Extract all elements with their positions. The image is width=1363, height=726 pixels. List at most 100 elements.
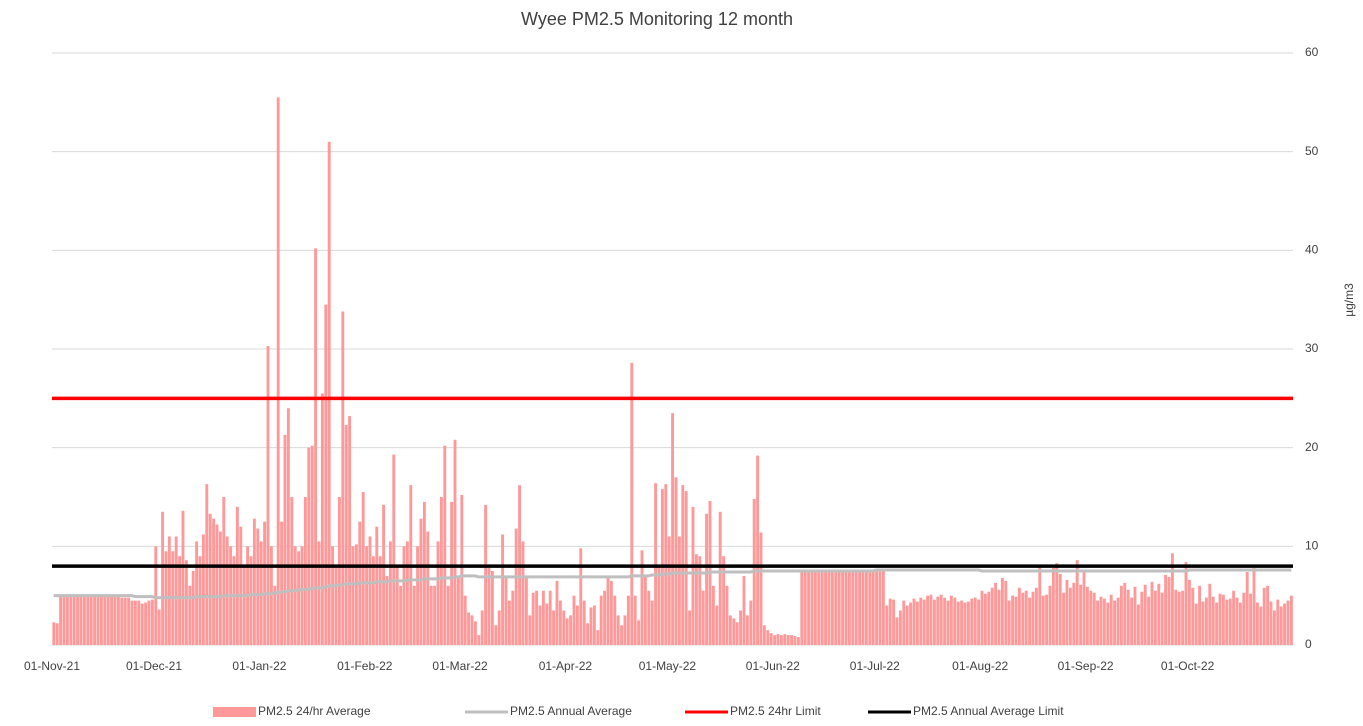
bar <box>1102 598 1106 645</box>
bar <box>1204 597 1208 645</box>
bar <box>528 615 532 645</box>
bar <box>1238 602 1242 645</box>
bar <box>307 447 311 645</box>
bar <box>1164 574 1168 645</box>
bar <box>973 597 977 645</box>
bar <box>552 610 556 645</box>
bar <box>375 526 379 645</box>
bar <box>1045 594 1049 645</box>
bar <box>96 596 100 645</box>
bar <box>1249 593 1253 645</box>
bar <box>1106 602 1110 645</box>
bar <box>1147 596 1151 645</box>
bar <box>956 601 960 645</box>
bar <box>1225 599 1229 645</box>
legend-swatch <box>213 707 256 717</box>
bar <box>76 595 80 645</box>
bar <box>154 546 158 645</box>
bar <box>926 595 930 645</box>
bar <box>184 560 188 645</box>
bar <box>130 600 134 645</box>
bar <box>113 595 117 645</box>
bar <box>742 575 746 645</box>
bar <box>558 600 562 645</box>
bar <box>1099 596 1103 645</box>
legend-label: PM2.5 Annual Average Limit <box>913 704 1064 718</box>
bar <box>399 585 403 645</box>
bar <box>582 600 586 645</box>
bar <box>1143 584 1147 645</box>
bar <box>1184 562 1188 645</box>
bar <box>239 526 243 645</box>
bar <box>779 635 783 645</box>
bar <box>579 548 583 645</box>
bar <box>1218 593 1222 645</box>
bar <box>1242 592 1246 645</box>
bar <box>1017 587 1021 645</box>
bar <box>286 408 290 645</box>
bar <box>562 610 566 645</box>
bar <box>1055 563 1059 645</box>
bar <box>541 590 545 645</box>
bar <box>715 605 719 645</box>
bar <box>93 596 97 645</box>
bar <box>446 585 450 645</box>
bar <box>494 625 498 645</box>
bar <box>963 602 967 645</box>
bar <box>1123 582 1127 645</box>
bar <box>412 585 416 645</box>
bar <box>1068 587 1072 645</box>
bar <box>854 570 858 645</box>
bar <box>606 575 610 645</box>
bar <box>1075 560 1079 645</box>
bar <box>630 362 634 645</box>
bar <box>878 571 882 645</box>
bar <box>732 618 736 645</box>
bar <box>1211 596 1215 645</box>
bar <box>1014 596 1018 645</box>
bar <box>252 518 256 645</box>
bar <box>1092 592 1096 645</box>
bar <box>616 615 620 645</box>
bar <box>388 541 392 645</box>
bar <box>637 620 641 645</box>
bar <box>1286 600 1290 645</box>
bar <box>402 546 406 645</box>
bar <box>555 580 559 645</box>
bar <box>86 595 90 645</box>
bar <box>280 521 284 645</box>
bar <box>793 636 797 645</box>
bar <box>1116 597 1120 645</box>
bar <box>691 506 695 645</box>
bar <box>334 566 338 645</box>
bar <box>725 585 729 645</box>
bar <box>827 570 831 645</box>
bar <box>810 571 814 645</box>
bar <box>215 524 219 645</box>
bar <box>422 501 426 645</box>
bar <box>1011 595 1015 645</box>
bar <box>613 595 617 645</box>
x-tick-label: 01-Aug-22 <box>952 659 1008 673</box>
bar <box>212 518 216 645</box>
bar <box>953 597 957 645</box>
bar <box>1170 553 1174 645</box>
bar <box>337 497 341 645</box>
bar <box>977 599 981 645</box>
bar <box>1007 600 1011 645</box>
bar <box>711 585 715 645</box>
bar <box>341 311 345 645</box>
bar <box>55 623 59 645</box>
bar <box>739 610 743 645</box>
x-tick-label: 01-Dec-21 <box>126 659 182 673</box>
bar <box>256 528 260 645</box>
bar <box>79 595 83 645</box>
bar <box>310 445 314 645</box>
bar <box>106 595 110 645</box>
bar <box>484 504 488 645</box>
bar <box>429 585 433 645</box>
bar <box>834 570 838 645</box>
bar <box>1051 568 1055 645</box>
bar <box>480 610 484 645</box>
x-tick-label: 01-Sep-22 <box>1058 659 1114 673</box>
